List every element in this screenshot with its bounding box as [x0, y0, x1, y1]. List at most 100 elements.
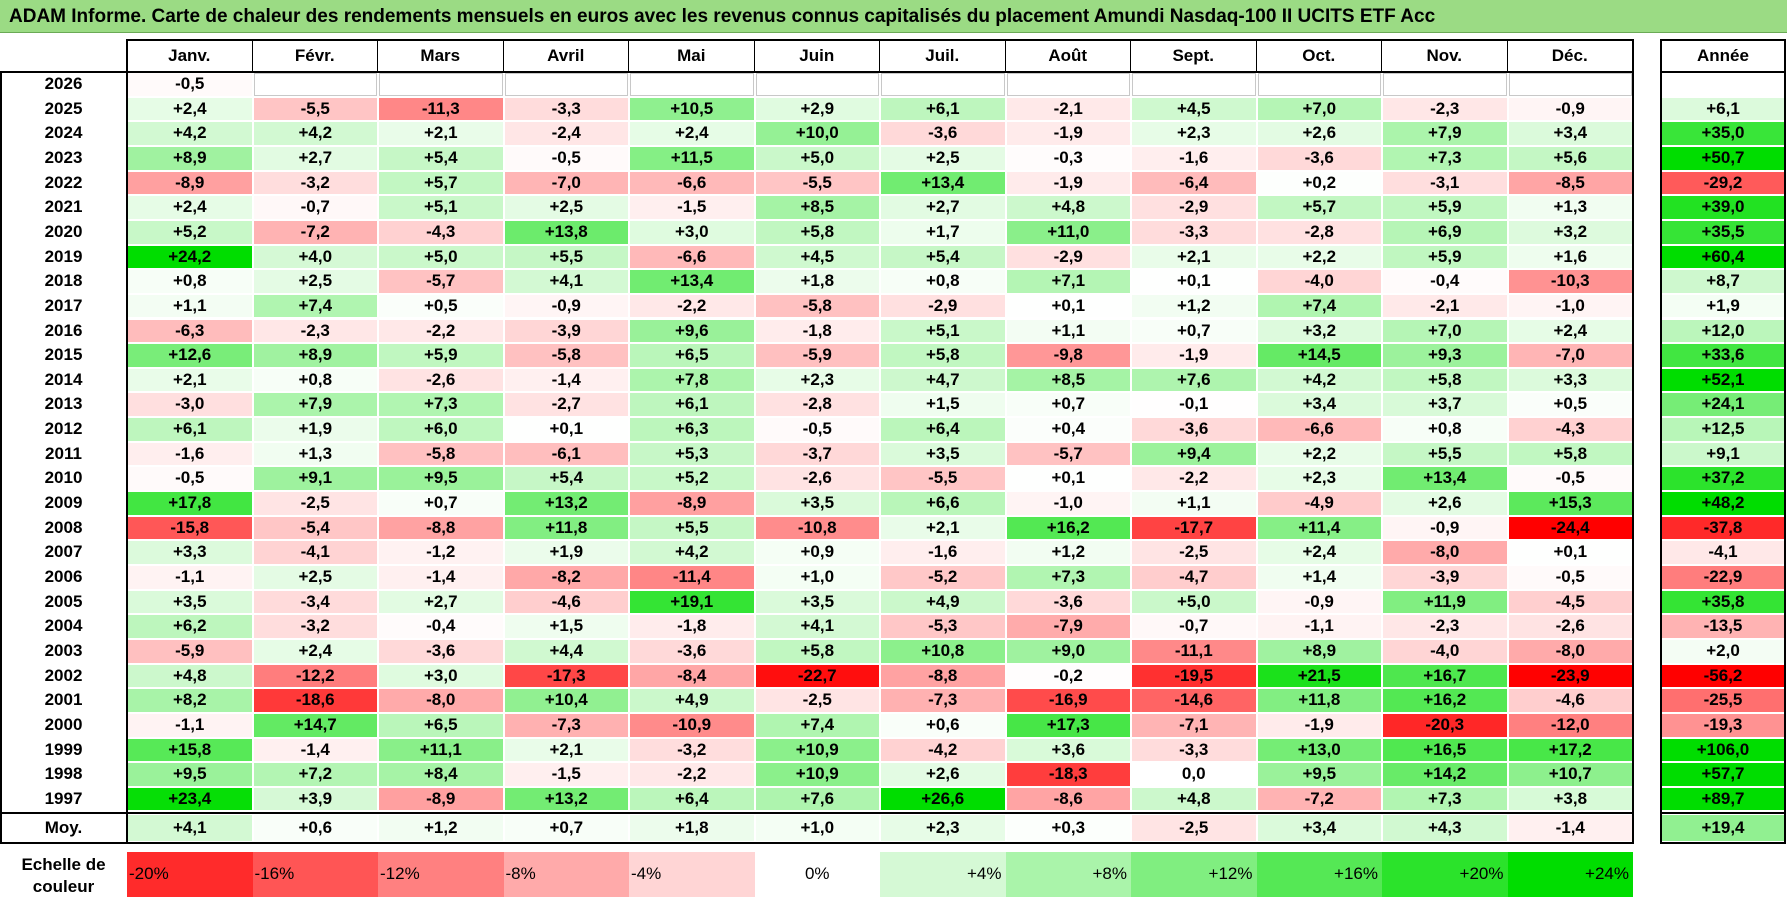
heatmap-cell: +14,2: [1383, 763, 1507, 786]
heatmap-cell: -8,0: [1508, 639, 1632, 663]
heatmap-cell: +4,0: [253, 245, 377, 269]
heatmap-cell: +4,4: [504, 639, 628, 663]
year-label: 2017: [44, 295, 83, 315]
heatmap-cell: -3,9: [1383, 566, 1507, 589]
heatmap-cell: -3,3: [1132, 220, 1256, 244]
heatmap-cell: -1,4: [253, 738, 377, 762]
heatmap-cell: -1,4: [379, 566, 503, 589]
heatmap-cell: -14,6: [1132, 689, 1256, 712]
heatmap-cell: +5,8: [755, 639, 879, 663]
heatmap-cell: -3,4: [253, 590, 377, 614]
average-cell: -2,5: [1132, 815, 1256, 841]
heatmap-cell: -8,5: [1508, 171, 1632, 195]
heatmap-cell: -4,1: [253, 541, 377, 564]
heatmap-cell: +10,0: [755, 122, 879, 145]
annual-cell: [1662, 73, 1784, 96]
title-bar: ADAM Informe. Carte de chaleur des rende…: [0, 0, 1787, 33]
heatmap-cell: [1132, 73, 1256, 96]
heatmap-cell: +2,1: [881, 516, 1005, 540]
heatmap-cell: +10,8: [881, 639, 1005, 663]
heatmap-cell: +26,6: [881, 787, 1005, 811]
heatmap-cell: +21,5: [1257, 664, 1381, 688]
heatmap-cell: +8,5: [1006, 368, 1130, 392]
heatmap-cell: -4,3: [1508, 418, 1632, 441]
heatmap-cell: -8,2: [504, 566, 628, 589]
year-label: 2005: [44, 591, 83, 611]
month-header: Oct.: [1257, 40, 1382, 71]
heatmap-cell: +2,4: [128, 196, 252, 219]
heatmap-cell: -4,5: [1508, 590, 1632, 614]
legend-swatch: -16%: [252, 852, 378, 897]
heatmap-cell: -1,8: [755, 319, 879, 343]
average-cell: +2,3: [881, 815, 1005, 841]
heatmap-cell: +0,2: [1257, 171, 1381, 195]
heatmap-cell: -7,0: [504, 171, 628, 195]
heatmap-cell: -7,0: [1508, 344, 1632, 367]
heatmap-cell: -5,9: [755, 344, 879, 367]
heatmap-cell: -5,7: [1006, 442, 1130, 466]
heatmap-cell: -0,3: [1006, 146, 1130, 170]
annual-cell: +12,0: [1662, 319, 1784, 343]
heatmap-cell: -5,5: [755, 171, 879, 195]
heatmap-cell: -17,3: [504, 664, 628, 688]
legend-swatch: 0%: [754, 852, 880, 897]
heatmap-cell: -8,8: [379, 516, 503, 540]
heatmap-cell: +7,6: [1132, 368, 1256, 392]
heatmap-cell: -3,6: [1132, 418, 1256, 441]
heatmap-cell: +1,1: [1006, 319, 1130, 343]
heatmap-cell: -2,8: [755, 393, 879, 417]
heatmap-cell: -0,7: [1132, 615, 1256, 638]
heatmap-cell: -4,0: [1383, 639, 1507, 663]
heatmap-cell: -3,1: [1383, 171, 1507, 195]
heatmap-cell: +6,4: [630, 787, 754, 811]
heatmap-cell: +7,6: [755, 787, 879, 811]
heatmap-cell: +7,4: [1257, 294, 1381, 318]
heatmap-cell: +0,4: [1006, 418, 1130, 441]
heatmap-cell: +10,5: [630, 97, 754, 121]
heatmap-cell: +1,3: [1508, 196, 1632, 219]
heatmap-cell: -1,9: [1257, 713, 1381, 737]
heatmap-cell: +5,4: [504, 467, 628, 491]
heatmap-cell: -0,2: [1006, 664, 1130, 688]
annual-cell: +24,1: [1662, 393, 1784, 417]
heatmap-cell: +8,9: [1257, 639, 1381, 663]
heatmap-cell: +11,8: [1257, 689, 1381, 712]
heatmap-cell: +1,1: [128, 294, 252, 318]
heatmap-cell: +2,7: [881, 196, 1005, 219]
heatmap-cell: +5,7: [1257, 196, 1381, 219]
heatmap-cell: -2,5: [755, 689, 879, 712]
heatmap-cell: -0,9: [504, 294, 628, 318]
year-label: 2022: [44, 172, 83, 192]
heatmap-cell: +8,4: [379, 763, 503, 786]
heatmap-cell: -8,0: [379, 689, 503, 712]
heatmap-cell: +0,9: [755, 541, 879, 564]
heatmap-cell: -6,1: [504, 442, 628, 466]
heatmap-cell: +5,5: [504, 245, 628, 269]
heatmap-cell: -11,4: [630, 566, 754, 589]
heatmap-cell: +0,1: [1006, 467, 1130, 491]
month-header: Juin: [755, 40, 880, 71]
heatmap-cell: -1,0: [1508, 294, 1632, 318]
heatmap-cell: -9,8: [1006, 344, 1130, 367]
heatmap-cell: +13,2: [504, 787, 628, 811]
heatmap-cell: +7,4: [253, 294, 377, 318]
heatmap-cell: +7,9: [253, 393, 377, 417]
heatmap-cell: +10,9: [755, 763, 879, 786]
average-cell: +4,3: [1383, 815, 1507, 841]
heatmap-cell: +2,2: [1257, 245, 1381, 269]
heatmap-cell: +1,2: [1006, 541, 1130, 564]
heatmap-cell: -23,9: [1508, 664, 1632, 688]
heatmap-cell: +7,1: [1006, 270, 1130, 293]
heatmap-cell: +4,8: [128, 664, 252, 688]
average-cell: +1,0: [755, 815, 879, 841]
heatmap-cell: -2,3: [1383, 615, 1507, 638]
annual-cell: +89,7: [1662, 787, 1784, 811]
heatmap-cell: -5,5: [881, 467, 1005, 491]
annual-cell: -37,8: [1662, 516, 1784, 540]
heatmap-cell: -3,0: [128, 393, 252, 417]
heatmap-cell: -8,4: [630, 664, 754, 688]
heatmap-cell: +0,1: [1132, 270, 1256, 293]
heatmap-cell: +5,7: [379, 171, 503, 195]
month-header: Juil.: [880, 40, 1006, 71]
heatmap-cell: +5,8: [1383, 368, 1507, 392]
